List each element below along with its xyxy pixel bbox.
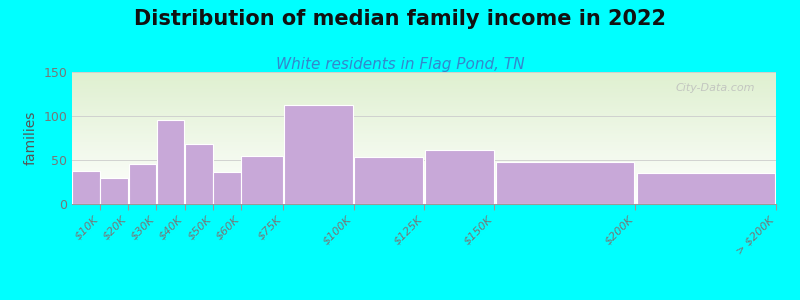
Text: City-Data.com: City-Data.com [675, 82, 755, 93]
Bar [101, 178, 128, 204]
Y-axis label: families: families [24, 111, 38, 165]
Bar [496, 162, 634, 204]
Bar [185, 144, 213, 204]
Text: White residents in Flag Pond, TN: White residents in Flag Pond, TN [276, 57, 524, 72]
Text: Distribution of median family income in 2022: Distribution of median family income in … [134, 9, 666, 29]
Bar [284, 105, 353, 204]
Bar [354, 158, 423, 204]
Bar [157, 120, 184, 204]
Bar [213, 172, 241, 204]
Bar [425, 150, 494, 204]
Bar [129, 164, 156, 204]
Bar [72, 171, 100, 204]
Bar [242, 156, 282, 204]
Bar [637, 173, 774, 204]
